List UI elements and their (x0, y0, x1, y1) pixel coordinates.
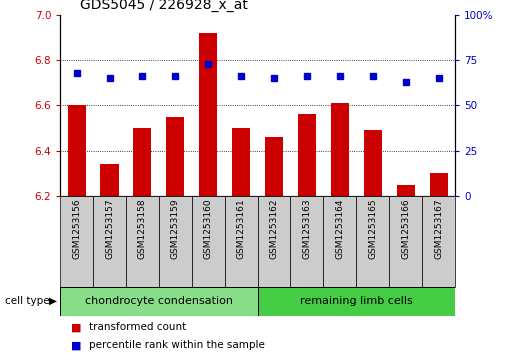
Text: GSM1253166: GSM1253166 (401, 199, 410, 260)
Text: GDS5045 / 226928_x_at: GDS5045 / 226928_x_at (80, 0, 248, 12)
Bar (67, 105, 86, 196)
Text: GSM1253165: GSM1253165 (368, 199, 377, 260)
Text: GSM1253162: GSM1253162 (269, 199, 279, 259)
Bar (166, 117, 185, 196)
Bar (232, 128, 250, 196)
Bar (100, 164, 119, 196)
Text: transformed count: transformed count (89, 322, 186, 332)
Bar (225, 196, 257, 287)
Text: ▶: ▶ (49, 295, 56, 306)
Text: chondrocyte condensation: chondrocyte condensation (85, 296, 233, 306)
Text: GSM1253156: GSM1253156 (72, 199, 81, 260)
Bar (356, 196, 389, 287)
Bar (265, 137, 283, 196)
Text: ■: ■ (71, 322, 81, 332)
Text: GSM1253164: GSM1253164 (335, 199, 344, 259)
Bar (257, 287, 455, 316)
Text: GSM1253160: GSM1253160 (204, 199, 213, 260)
Text: remaining limb cells: remaining limb cells (300, 296, 413, 306)
Bar (93, 196, 126, 287)
Bar (159, 196, 192, 287)
Text: GSM1253163: GSM1253163 (302, 199, 311, 260)
Text: GSM1253157: GSM1253157 (105, 199, 114, 260)
Bar (126, 196, 159, 287)
Text: GSM1253161: GSM1253161 (236, 199, 246, 260)
Bar (60, 196, 93, 287)
Bar (331, 103, 349, 196)
Bar (298, 114, 316, 196)
Text: cell type: cell type (5, 295, 50, 306)
Bar (290, 196, 323, 287)
Text: percentile rank within the sample: percentile rank within the sample (89, 340, 265, 350)
Bar (363, 130, 382, 196)
Bar (396, 185, 415, 196)
Bar (389, 196, 422, 287)
Text: ■: ■ (71, 340, 81, 350)
Bar (133, 128, 152, 196)
Bar (257, 196, 290, 287)
Bar (422, 196, 455, 287)
Text: GSM1253167: GSM1253167 (434, 199, 443, 260)
Bar (60, 287, 257, 316)
Text: GSM1253159: GSM1253159 (171, 199, 180, 260)
Text: GSM1253158: GSM1253158 (138, 199, 147, 260)
Bar (429, 174, 448, 196)
Bar (192, 196, 225, 287)
Bar (199, 33, 217, 196)
Bar (323, 196, 356, 287)
